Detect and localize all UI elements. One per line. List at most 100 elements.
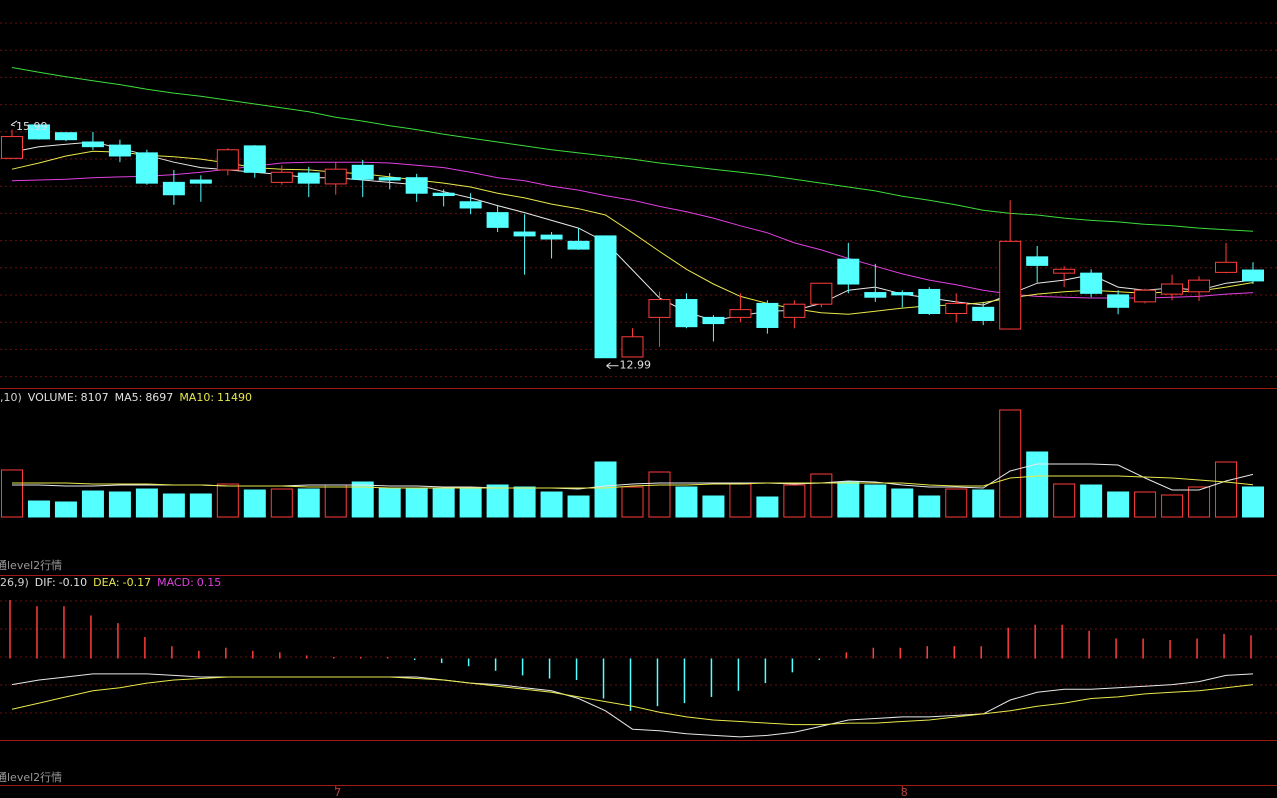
candle-body: [216, 149, 239, 171]
volume-bar: [108, 491, 131, 518]
annotation-arrow: [606, 362, 619, 370]
volume-bar: [459, 487, 482, 518]
candle-body: [540, 234, 563, 240]
indicator-header: 26,9) DIF: -0.10 DEA: -0.17 MACD: 0.15: [0, 576, 221, 589]
field-label: DIF:: [35, 576, 56, 589]
volume-bar: [756, 496, 779, 518]
volume-bar: [783, 484, 806, 518]
candle-body: [1080, 272, 1103, 294]
volume-bar: [594, 461, 617, 518]
indicator-header: ,10) VOLUME: 8107 MA5: 8697 MA10: 11490: [0, 391, 252, 404]
separators: [0, 388, 1277, 786]
volume-bar: [189, 493, 212, 518]
candle-body: [189, 179, 212, 184]
volume-bar: [243, 489, 266, 518]
candle-body: [405, 177, 428, 194]
candle-body: [729, 309, 752, 318]
volume-bar: [1, 469, 23, 518]
field-value: 0.15: [197, 576, 222, 589]
candle-body: [810, 282, 833, 305]
ma-line: [11, 150, 1254, 315]
candle-body: [594, 235, 617, 359]
volume-bar: [675, 486, 698, 518]
candle-body: [621, 336, 644, 358]
volume-bar: [1053, 483, 1076, 518]
volume-bar: [945, 488, 968, 518]
field-value: 8697: [145, 391, 173, 404]
candle-body: [162, 181, 185, 196]
candle-body: [756, 302, 779, 328]
ma-line: [11, 676, 1254, 726]
candle-body: [513, 231, 536, 237]
volume-bar: [270, 488, 293, 518]
x-tick-label: 8: [901, 786, 908, 798]
high-label: 15.99: [16, 120, 48, 133]
field-label: MACD:: [157, 576, 194, 589]
candle-body: [243, 145, 266, 173]
candle-body: [1215, 261, 1238, 273]
candle-body: [459, 201, 482, 209]
candle-body: [1161, 283, 1184, 295]
volume-bar: [540, 491, 563, 518]
field-label: VOLUME:: [28, 391, 78, 404]
field-label: DEA:: [93, 576, 119, 589]
volume-bar: [567, 495, 590, 518]
field-value: -0.17: [123, 576, 151, 589]
volume-bar: [1107, 491, 1130, 518]
candle-body: [648, 299, 671, 318]
field-label: MA10:: [179, 391, 214, 404]
footer: 通level2行情: [0, 771, 62, 784]
candle-body: [945, 302, 968, 315]
volume-bar: [1242, 486, 1264, 518]
header-prefix: 26,9): [0, 576, 29, 589]
volume-bar: [486, 484, 509, 518]
field-value: -0.10: [59, 576, 87, 589]
candle-body: [54, 132, 77, 141]
x-tick-label: 7: [334, 786, 341, 798]
volume-bar: [837, 481, 860, 518]
field-value: 11490: [217, 391, 252, 404]
volume-bar: [1134, 491, 1157, 518]
candle-body: [675, 299, 698, 328]
candle-body: [567, 240, 590, 250]
volume-bar: [432, 487, 455, 518]
volume-bar: [54, 501, 77, 518]
field-label: MA5:: [115, 391, 143, 404]
candle-body: [702, 316, 725, 325]
candle-body: [135, 152, 158, 184]
volume-bar: [135, 488, 158, 518]
volume-bar: [1188, 486, 1211, 518]
candle-body: [837, 258, 860, 285]
volume-bar: [864, 484, 887, 518]
candle-body: [972, 306, 995, 321]
volume-bar: [297, 488, 320, 518]
candle-body: [783, 303, 806, 318]
volume-bar: [1215, 461, 1238, 518]
volume-bar: [81, 490, 104, 518]
volume-bar: [999, 409, 1022, 518]
candle-body: [999, 240, 1022, 330]
volume-bar: [1026, 451, 1049, 518]
candle-body: [1026, 256, 1049, 266]
candle-body: [351, 164, 374, 180]
volume-bar: [351, 481, 374, 518]
ma-line: [11, 141, 1254, 322]
ma-line: [11, 673, 1254, 738]
candle-body: [918, 288, 941, 315]
candle-body: [1134, 289, 1157, 303]
field-value: 8107: [81, 391, 109, 404]
volume-bar: [972, 489, 995, 518]
low-label: 12.99: [620, 359, 652, 372]
ma-line: [12, 475, 1254, 489]
ma-line: [11, 67, 1254, 232]
volume-bar: [729, 483, 752, 518]
candle-body: [432, 192, 455, 197]
volume-bar: [621, 486, 644, 518]
candle-body: [1107, 294, 1130, 308]
volume-bar: [405, 487, 428, 518]
candle-body: [1, 136, 23, 159]
annotation-arrow: [10, 120, 18, 127]
volume-bar: [810, 473, 833, 518]
